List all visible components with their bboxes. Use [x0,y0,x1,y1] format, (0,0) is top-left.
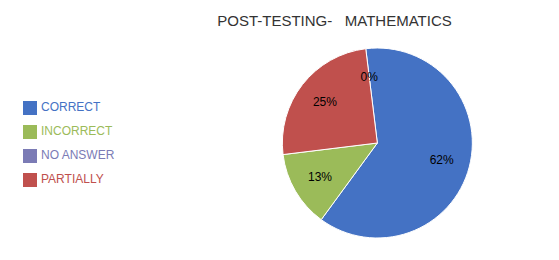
html-text:PARTIALLY: PARTIALLY [41,172,104,186]
svg-text:0%: 0% [361,70,379,84]
html-text:CORRECT: CORRECT [41,100,101,114]
svg-text:62%: 62% [430,153,454,167]
svg-text:13%: 13% [308,170,332,184]
svg-text:25%: 25% [313,95,337,109]
html-text:NO ANSWER: NO ANSWER [41,148,115,162]
html-text:INCORRECT: INCORRECT [41,124,113,138]
html-text:POST-TESTING- MATHEMATICS: POST-TESTING- MATHEMATICS [217,12,452,29]
